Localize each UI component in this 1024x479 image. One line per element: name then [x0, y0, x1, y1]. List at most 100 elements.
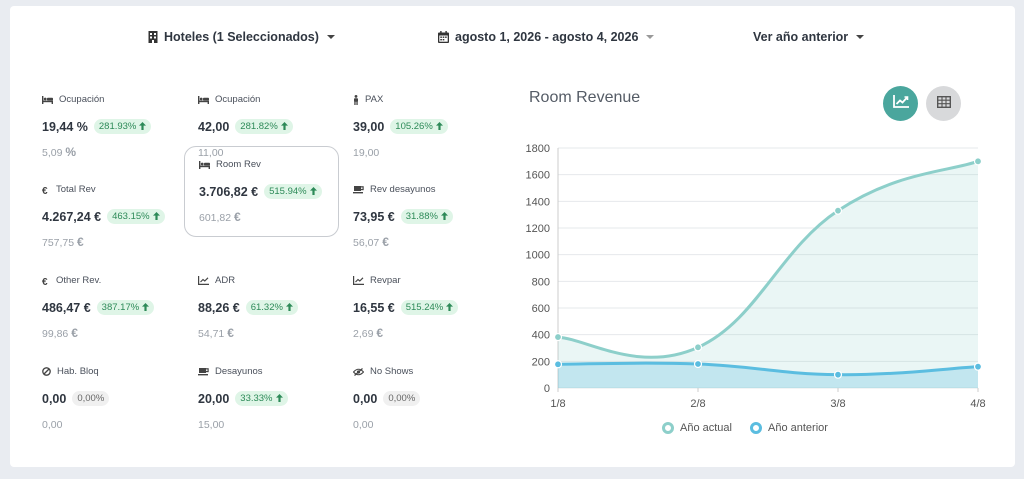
chevron-down-icon	[856, 35, 865, 39]
metric-label: PAX	[365, 94, 384, 105]
metric-label: Total Rev	[56, 184, 96, 195]
metric-label: Ocupación	[59, 94, 105, 105]
date-range-label: agosto 1, 2026 - agosto 4, 2026	[455, 30, 639, 44]
metric-value: 39,00	[353, 119, 385, 134]
change-percent: 515.94%	[269, 186, 307, 197]
metric-previous-value: 757,75	[42, 237, 75, 249]
metric-previous-value: 5,09	[42, 147, 63, 159]
metric-previous: 2,69 €	[353, 326, 383, 340]
change-percent: 31.88%	[405, 211, 438, 222]
metric-previous-value: 601,82	[199, 212, 232, 224]
metric-label: ADR	[215, 275, 236, 286]
metric-previous: 757,75 €	[42, 235, 84, 249]
change-percent: 281.93%	[98, 121, 137, 132]
legend-marker-current	[662, 422, 674, 434]
change-percent: 0,00%	[388, 393, 416, 404]
metric-label: Hab. Bloq	[57, 366, 99, 377]
metric-tile-pax[interactable]: PAX 39,00 105.26% 19,00	[353, 94, 503, 182]
change-badge: 281.93%	[93, 119, 152, 134]
ban-icon	[42, 367, 51, 376]
date-range-picker[interactable]: agosto 1, 2026 - agosto 4, 2026	[438, 30, 655, 44]
metric-value-row: 19,44 % 281.93%	[42, 119, 152, 134]
metric-previous-unit: €	[382, 235, 389, 249]
arrow-up-icon	[440, 211, 448, 222]
change-percent: 387.17%	[101, 302, 140, 313]
metric-tile-ocupaci-n[interactable]: Ocupación 42,00 281.82% 11,00	[198, 94, 348, 182]
metric-previous-value: 15,00	[198, 419, 225, 431]
metric-tile-other-rev[interactable]: € Other Rev. 486,47 € 387.17% 99,86 €	[42, 275, 192, 363]
arrow-up-icon	[142, 302, 150, 313]
change-badge: 515.94%	[264, 184, 322, 199]
metric-label: Desayunos	[215, 366, 263, 377]
hotel-selector[interactable]: Hoteles (1 Seleccionados)	[148, 30, 335, 44]
arrow-up-icon	[139, 121, 147, 132]
metric-previous: 56,07 €	[353, 235, 389, 249]
metric-previous-value: 19,00	[353, 147, 380, 159]
metric-tile-total-rev[interactable]: € Total Rev 4.267,24 € 463.15% 757,75 €	[42, 184, 192, 272]
metric-value-row: 20,00 33.33%	[198, 391, 288, 406]
arrow-up-icon	[275, 393, 283, 404]
metric-value: 73,95 €	[353, 209, 395, 224]
chevron-down-icon	[646, 35, 655, 39]
arrow-up-icon	[435, 121, 443, 132]
legend-item-current-year[interactable]: Año actual	[662, 422, 732, 434]
metric-previous-unit: €	[376, 326, 384, 340]
change-badge: 515.24%	[400, 300, 459, 315]
metric-value-row: 4.267,24 € 463.15%	[42, 209, 165, 224]
metric-tile-room-rev[interactable]: Room Rev 3.706,82 € 515.94% 601,82 €	[184, 146, 339, 237]
metric-label-row: Ocupación	[42, 94, 104, 105]
table-view-button[interactable]	[926, 86, 961, 121]
legend-marker-previous	[750, 422, 762, 434]
metric-label: Room Rev	[216, 159, 261, 170]
metric-tile-no-shows[interactable]: No Shows 0,00 0,00% 0,00	[353, 366, 503, 454]
change-badge: 0,00%	[72, 391, 110, 406]
metric-tile-desayunos[interactable]: Desayunos 20,00 33.33% 15,00	[198, 366, 348, 454]
metric-value: 16,55 €	[353, 300, 395, 315]
legend-item-previous-year[interactable]: Año anterior	[750, 422, 828, 434]
metric-value: 4.267,24 €	[42, 209, 102, 224]
metric-previous-unit: %	[65, 145, 77, 159]
metric-value-row: 486,47 € 387.17%	[42, 300, 155, 315]
table-icon	[936, 95, 951, 113]
metric-label-row: Rev desayunos	[353, 184, 435, 195]
metric-previous-value: 11,00	[198, 147, 224, 159]
metric-value: 486,47 €	[42, 300, 91, 315]
building-icon	[148, 31, 158, 43]
metric-tile-revpar[interactable]: Revpar 16,55 € 515.24% 2,69 €	[353, 275, 503, 363]
metric-tile-ocupaci-n[interactable]: Ocupación 19,44 % 281.93% 5,09 %	[42, 94, 192, 182]
metric-tile-adr[interactable]: ADR 88,26 € 61.32% 54,71 €	[198, 275, 348, 363]
arrow-up-icon	[280, 121, 288, 132]
metric-previous-unit: €	[227, 326, 234, 340]
arrow-up-icon	[285, 302, 293, 313]
metric-tile-hab-bloq[interactable]: Hab. Bloq 0,00 0,00% 0,00	[42, 366, 192, 454]
legend-label-previous: Año anterior	[768, 422, 828, 434]
metric-previous: 11,00	[198, 145, 224, 159]
metric-value-row: 88,26 € 61.32%	[198, 300, 298, 315]
person-icon	[353, 94, 359, 105]
metric-previous-unit: €	[77, 235, 84, 249]
metric-previous: 601,82 €	[199, 210, 241, 224]
svg-text:€: €	[42, 277, 48, 286]
change-percent: 281.82%	[240, 121, 278, 132]
metric-label: Ocupación	[215, 94, 261, 105]
metric-previous-value: 54,71	[198, 328, 225, 340]
metric-value: 42,00	[198, 119, 230, 134]
metric-previous-value: 0,00	[42, 419, 63, 431]
metric-value-row: 16,55 € 515.24%	[353, 300, 459, 315]
coffee-icon	[353, 185, 364, 194]
metric-previous: 19,00	[353, 145, 379, 159]
change-badge: 61.32%	[245, 300, 298, 315]
coffee-icon	[198, 367, 209, 376]
metric-label-row: € Other Rev.	[42, 275, 101, 286]
compare-selector[interactable]: Ver año anterior	[753, 30, 865, 44]
euro-icon: €	[42, 276, 50, 286]
metric-previous-value: 0,00	[353, 419, 374, 431]
line-chart-view-button[interactable]	[883, 86, 918, 121]
bed-icon	[199, 160, 210, 169]
change-badge: 105.26%	[390, 119, 448, 134]
metric-previous: 5,09 %	[42, 145, 76, 159]
euro-icon: €	[42, 185, 50, 195]
line-chart-icon	[892, 94, 909, 113]
legend-label-current: Año actual	[680, 422, 732, 434]
metric-tile-rev-desayunos[interactable]: Rev desayunos 73,95 € 31.88% 56,07 €	[353, 184, 503, 272]
